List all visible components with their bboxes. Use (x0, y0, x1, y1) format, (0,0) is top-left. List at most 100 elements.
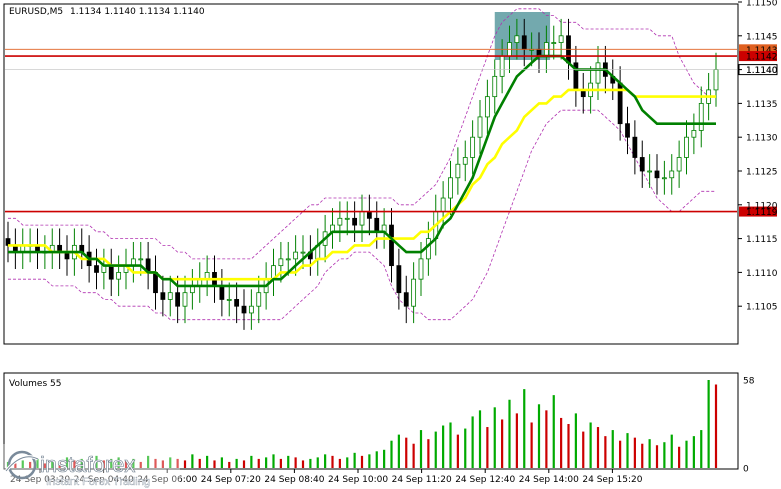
candle (551, 25, 557, 60)
x-tick-label: 24 Sep 03:20 (10, 475, 70, 485)
candle-body (448, 177, 453, 199)
candle-body (595, 62, 601, 84)
candle-body (484, 96, 490, 118)
chart-header: EURUSD,M5 1.1134 1.1140 1.1134 1.1140 (9, 7, 205, 17)
candle (654, 154, 660, 195)
candle (632, 120, 638, 175)
candle (448, 160, 453, 215)
y-tick-label: 1.1125 (746, 168, 778, 178)
candle-body (108, 265, 114, 280)
candle-body (248, 305, 254, 314)
candle-body (647, 170, 653, 173)
logo-orbit-icon (4, 450, 39, 480)
volume-tick-label: 0 (743, 465, 749, 475)
candle (403, 275, 409, 324)
volume-pane (3, 372, 739, 470)
band-upper-line (8, 8, 716, 260)
y-tick-label: 1.1110 (746, 269, 778, 279)
candle (337, 201, 343, 242)
candle-body (455, 163, 461, 179)
level-label: 1.1119 (746, 208, 778, 218)
candle-body (521, 35, 527, 50)
candle (669, 154, 675, 195)
candle (676, 140, 682, 188)
y-tick-label: 1.1130 (746, 134, 778, 144)
candle-body (389, 224, 394, 267)
candle (160, 275, 166, 317)
candle-body (175, 292, 181, 307)
candle (352, 201, 358, 242)
candle-body (256, 292, 262, 307)
candle-body (374, 217, 380, 233)
candle-body (234, 299, 240, 307)
candle-body (632, 136, 638, 158)
candle-body (691, 130, 697, 138)
candle (138, 241, 144, 276)
candle-body (182, 292, 188, 307)
x-tick-label: 24 Sep 12:40 (455, 475, 515, 485)
candle-body (654, 170, 660, 179)
candle-body (684, 136, 689, 158)
ohlc-label: 1.1134 1.1140 1.1134 1.1140 (70, 7, 205, 17)
candle (558, 18, 564, 60)
candle (661, 160, 667, 195)
candle (300, 235, 306, 270)
candle-body (639, 157, 645, 172)
candle (470, 120, 476, 175)
candle (94, 248, 99, 290)
candle (389, 208, 394, 283)
x-tick-label: 24 Sep 10:00 (328, 475, 388, 485)
symbol-label: EURUSD,M5 (9, 7, 63, 17)
candle (293, 235, 299, 276)
candle-body (94, 265, 99, 273)
logo-tagline: Instant Forex Trading (46, 476, 150, 488)
candle (484, 79, 490, 134)
candle (396, 248, 402, 310)
candle (241, 289, 247, 330)
candle-body (669, 170, 675, 179)
candle (462, 140, 468, 182)
x-tick-label: 24 Sep 11:20 (392, 475, 452, 485)
candle-body (440, 197, 446, 212)
candle-body (625, 123, 630, 138)
candle (455, 147, 461, 195)
candle-body (278, 258, 284, 267)
y-tick-label: 1.1140 (746, 66, 778, 76)
candle (226, 282, 232, 317)
candle (285, 241, 291, 276)
x-tick-label: 24 Sep 07:20 (201, 475, 261, 485)
candle-body (226, 299, 232, 301)
candle (684, 120, 689, 175)
level-label: 1.1143 (746, 46, 778, 56)
candle (514, 18, 520, 60)
logo-brand: instaforex (40, 452, 135, 477)
band-lower-line (8, 109, 716, 321)
candle-body (337, 217, 343, 226)
candle-body (352, 217, 358, 226)
candle (182, 275, 188, 324)
candle-body (713, 69, 719, 91)
candle-body (366, 211, 372, 219)
candle (116, 255, 122, 297)
candle-body (492, 75, 498, 98)
price-pane (3, 3, 739, 345)
volume-label: Volumes 55 (9, 379, 61, 389)
candle-body (661, 177, 667, 180)
candle-body (219, 285, 225, 300)
level-label-bg (739, 51, 777, 62)
candle (647, 154, 653, 188)
candle-body (167, 292, 173, 300)
candle-body (499, 55, 505, 77)
y-tick-label: 1.1115 (746, 235, 778, 245)
volume-tick-label: 58 (743, 377, 755, 387)
candle-body (359, 211, 365, 226)
volume-layer (6, 380, 718, 468)
candle-body (477, 116, 483, 138)
y-tick-label: 1.1145 (746, 32, 778, 42)
x-tick-label: 24 Sep 15:20 (582, 475, 642, 485)
candle-body (285, 258, 291, 261)
candle-body (418, 258, 424, 280)
y-tick-label: 1.1135 (746, 100, 778, 110)
